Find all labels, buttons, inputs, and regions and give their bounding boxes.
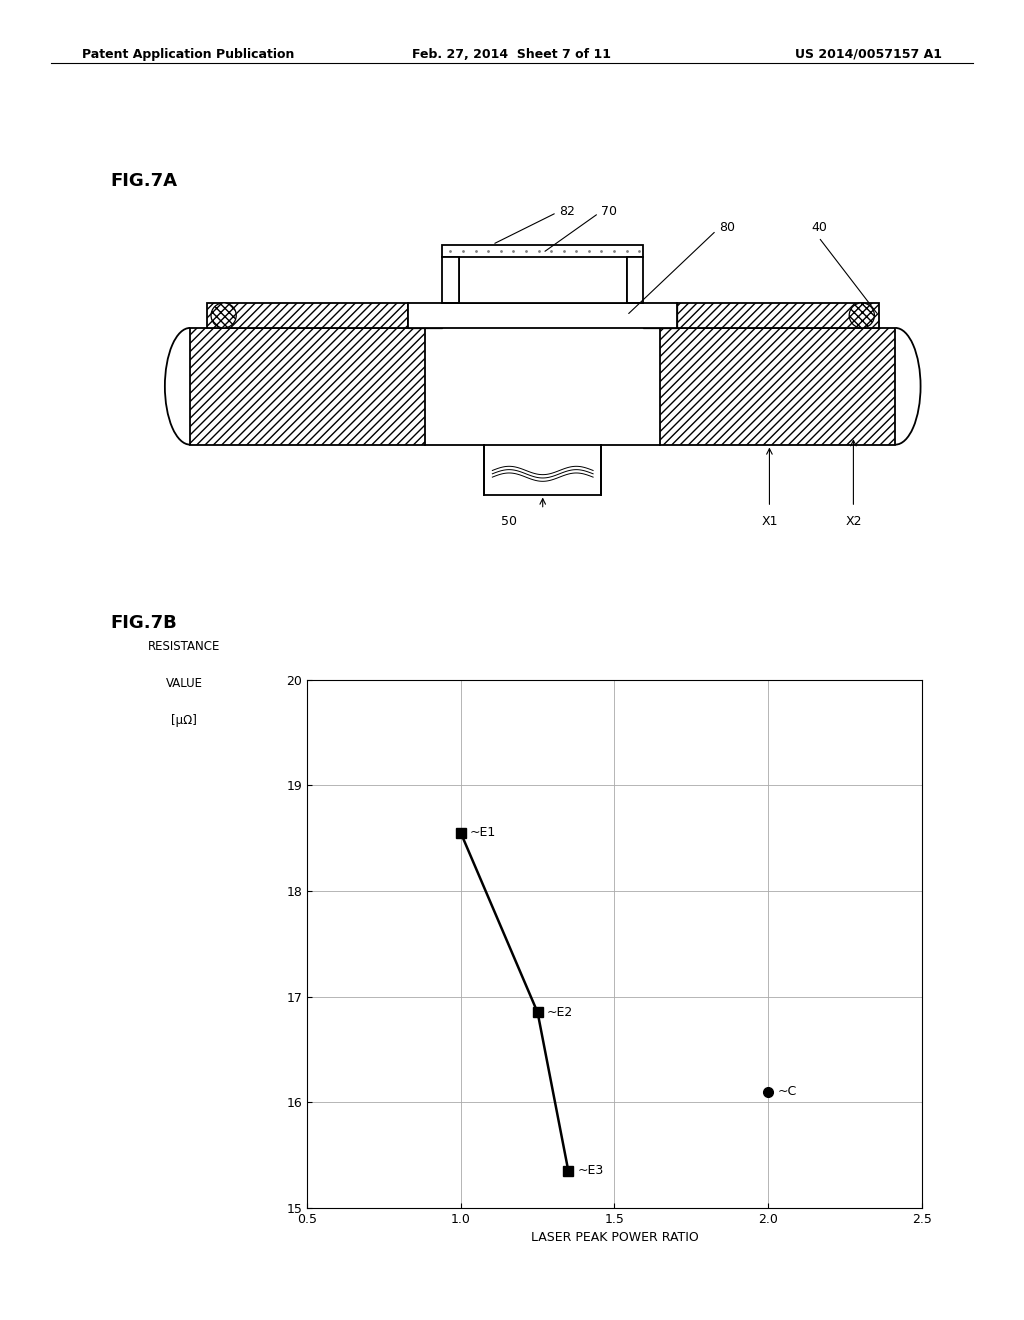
Polygon shape bbox=[660, 327, 895, 445]
Text: 70: 70 bbox=[545, 205, 617, 251]
Polygon shape bbox=[643, 302, 677, 327]
Text: US 2014/0057157 A1: US 2014/0057157 A1 bbox=[795, 48, 942, 61]
Polygon shape bbox=[190, 327, 425, 445]
Text: X2: X2 bbox=[845, 516, 861, 528]
Text: X1: X1 bbox=[761, 516, 777, 528]
Ellipse shape bbox=[849, 302, 874, 327]
Text: 82: 82 bbox=[495, 205, 575, 243]
Polygon shape bbox=[207, 302, 409, 327]
Text: FIG.7A: FIG.7A bbox=[111, 172, 177, 190]
Polygon shape bbox=[627, 257, 643, 302]
Text: [μΩ]: [μΩ] bbox=[171, 714, 198, 727]
Text: FIG.7B: FIG.7B bbox=[111, 614, 177, 632]
Text: RESISTANCE: RESISTANCE bbox=[148, 640, 220, 653]
Text: 50: 50 bbox=[501, 516, 517, 528]
X-axis label: LASER PEAK POWER RATIO: LASER PEAK POWER RATIO bbox=[530, 1232, 698, 1245]
Text: Feb. 27, 2014  Sheet 7 of 11: Feb. 27, 2014 Sheet 7 of 11 bbox=[413, 48, 611, 61]
Text: Patent Application Publication: Patent Application Publication bbox=[82, 48, 294, 61]
Polygon shape bbox=[409, 302, 442, 327]
Text: VALUE: VALUE bbox=[166, 677, 203, 690]
Polygon shape bbox=[459, 253, 627, 302]
Polygon shape bbox=[484, 445, 601, 495]
Polygon shape bbox=[442, 244, 643, 257]
Text: 40: 40 bbox=[811, 222, 877, 313]
Ellipse shape bbox=[211, 302, 237, 327]
Text: ~E2: ~E2 bbox=[547, 1006, 573, 1019]
Polygon shape bbox=[677, 302, 879, 327]
Polygon shape bbox=[442, 257, 459, 302]
Text: ~C: ~C bbox=[777, 1085, 797, 1098]
Text: ~E3: ~E3 bbox=[578, 1164, 604, 1177]
Text: 80: 80 bbox=[629, 222, 735, 313]
Polygon shape bbox=[409, 302, 677, 327]
Text: ~E1: ~E1 bbox=[470, 826, 497, 840]
